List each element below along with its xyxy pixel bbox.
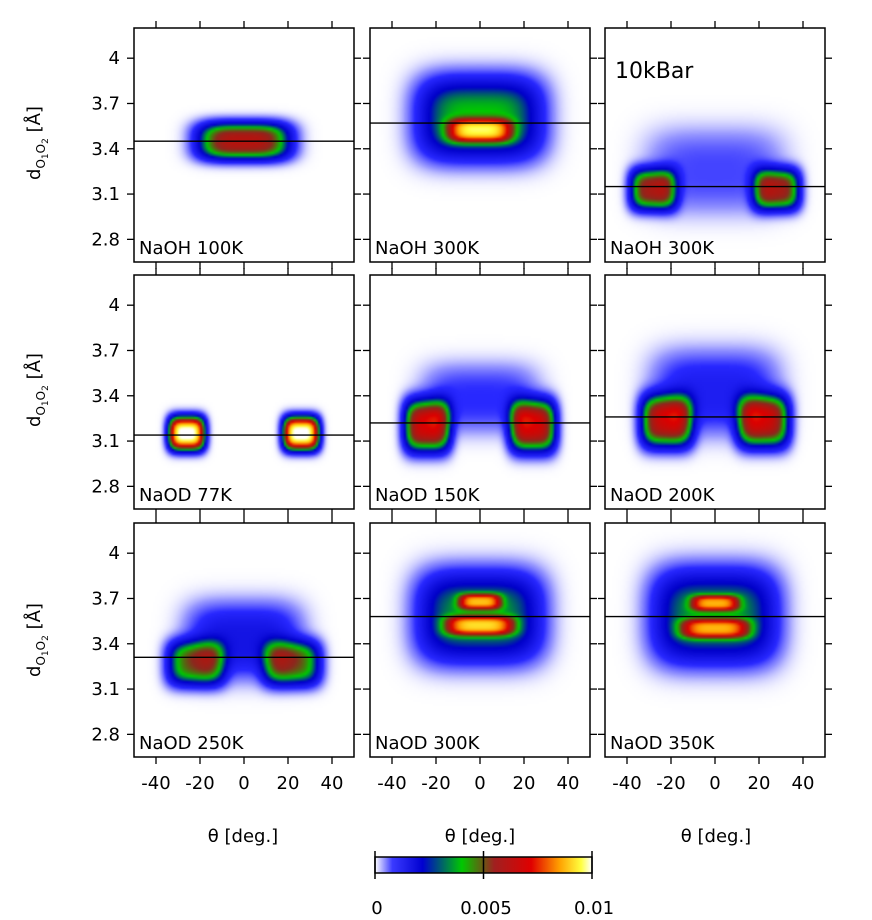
y-label-sub: 2 <box>41 635 51 641</box>
heatmap-image <box>134 275 354 509</box>
y-label-main: d <box>24 169 45 180</box>
x-tick-label: 40 <box>792 773 815 794</box>
y-label-sub: O <box>34 159 48 168</box>
heatmap-image <box>370 275 590 509</box>
y-axis-label-row1: dO1O2 [Å] <box>23 106 51 180</box>
panel-label: NaOD 150K <box>375 485 481 506</box>
y-label-sub: O <box>34 406 48 415</box>
heatmap-panel: 2.8 3.1 3.4 3.7 4 NaOD 77K <box>91 268 361 516</box>
panel-annotation: 10kBar <box>615 59 694 84</box>
x-tick-label: -20 <box>656 773 685 794</box>
panel-label: NaOD 350K <box>610 733 716 754</box>
x-tick-label: -20 <box>185 773 214 794</box>
y-label-main: d <box>24 666 45 677</box>
y-tick-label: 4 <box>109 543 120 564</box>
heatmap-image <box>605 275 825 509</box>
y-tick-label: 3.7 <box>91 93 120 114</box>
x-axis-label-col3: θ [deg.] <box>681 826 751 847</box>
y-tick-label: 2.8 <box>91 229 120 250</box>
x-tick-label: 40 <box>321 773 344 794</box>
heatmap-panel: -40 -20 0 20 40 NaOD 300K <box>363 516 597 794</box>
x-tick-label: 0 <box>709 773 720 794</box>
heatmap-panel: NaOH 300K 10kBar <box>598 21 832 269</box>
y-tick-label: 2.8 <box>91 476 120 497</box>
svg-text:dO1O2 [Å]: dO1O2 [Å] <box>23 603 51 677</box>
colorbar: 0 0.005 0.01 <box>371 851 614 919</box>
y-label-unit: [Å] <box>23 603 45 635</box>
y-label-sub: 1 <box>41 153 51 159</box>
x-tick-label: -40 <box>612 773 641 794</box>
y-label-sub: O <box>34 144 48 153</box>
y-label-sub: 1 <box>41 400 51 406</box>
heatmap-image <box>370 28 590 262</box>
heatmap-image <box>370 523 590 757</box>
y-tick-label: 3.4 <box>91 634 120 655</box>
colorbar-tick-label: 0 <box>371 898 382 919</box>
y-label-sub: O <box>34 641 48 650</box>
y-tick-label: 3.1 <box>91 431 120 452</box>
y-tick-label: 3.1 <box>91 184 120 205</box>
x-tick-label: 40 <box>557 773 580 794</box>
y-label-sub: O <box>34 391 48 400</box>
y-label-sub: 2 <box>41 385 51 391</box>
y-tick-label: 3.4 <box>91 139 120 160</box>
heatmap-image <box>605 523 825 757</box>
heatmap-panel: -40 -20 0 20 40 2.8 3.1 3.4 3.7 4 NaOD 250K <box>91 516 361 794</box>
x-tick-label: -20 <box>421 773 450 794</box>
heatmap-panel: 2.8 3.1 3.4 3.7 4 NaOH 100K <box>91 21 361 269</box>
y-tick-label: 3.7 <box>91 340 120 361</box>
heatmap-panel: -40 -20 0 20 40 NaOD 350K <box>598 516 832 794</box>
panel-label: NaOD 300K <box>375 733 481 754</box>
y-label-sub: O <box>34 656 48 665</box>
panel-label: NaOH 100K <box>139 238 244 259</box>
heatmap-panel: NaOH 300K <box>363 21 597 269</box>
svg-text:dO1O2 [Å]: dO1O2 [Å] <box>23 353 51 427</box>
heatmap-panel: NaOD 150K <box>363 268 597 516</box>
y-tick-label: 4 <box>109 295 120 316</box>
x-axis-label-col2: θ [deg.] <box>445 826 515 847</box>
colorbar-tick-label: 0.01 <box>574 898 614 919</box>
y-label-main: d <box>24 416 45 427</box>
panel-label: NaOD 77K <box>139 485 233 506</box>
panel-label: NaOH 300K <box>610 238 715 259</box>
x-tick-label: -40 <box>141 773 170 794</box>
panel-label: NaOD 200K <box>610 485 716 506</box>
y-tick-label: 4 <box>109 48 120 69</box>
heatmap-image <box>134 523 354 757</box>
y-tick-label: 3.7 <box>91 588 120 609</box>
y-axis-label-row2: dO1O2 [Å] <box>23 353 51 427</box>
y-tick-label: 3.4 <box>91 386 120 407</box>
y-label-unit: [Å] <box>23 106 45 138</box>
x-tick-label: 0 <box>474 773 485 794</box>
panel-label: NaOD 250K <box>139 733 245 754</box>
x-tick-label: 0 <box>238 773 249 794</box>
y-label-sub: 2 <box>41 138 51 144</box>
heatmap-image <box>134 28 354 262</box>
x-tick-label: 20 <box>277 773 300 794</box>
y-tick-label: 2.8 <box>91 724 120 745</box>
heatmap-panel: NaOD 200K <box>598 268 832 516</box>
y-tick-label: 3.1 <box>91 679 120 700</box>
x-axis-label-col1: θ [deg.] <box>208 826 278 847</box>
y-label-sub: 1 <box>41 650 51 656</box>
y-label-unit: [Å] <box>23 353 45 385</box>
panel-label: NaOH 300K <box>375 238 480 259</box>
x-tick-label: 20 <box>513 773 536 794</box>
heatmap-image <box>605 28 825 262</box>
x-tick-label: -40 <box>377 773 406 794</box>
y-axis-label-row3: dO1O2 [Å] <box>23 603 51 677</box>
x-tick-label: 20 <box>748 773 771 794</box>
colorbar-tick-label: 0.005 <box>460 898 512 919</box>
svg-text:dO1O2 [Å]: dO1O2 [Å] <box>23 106 51 180</box>
